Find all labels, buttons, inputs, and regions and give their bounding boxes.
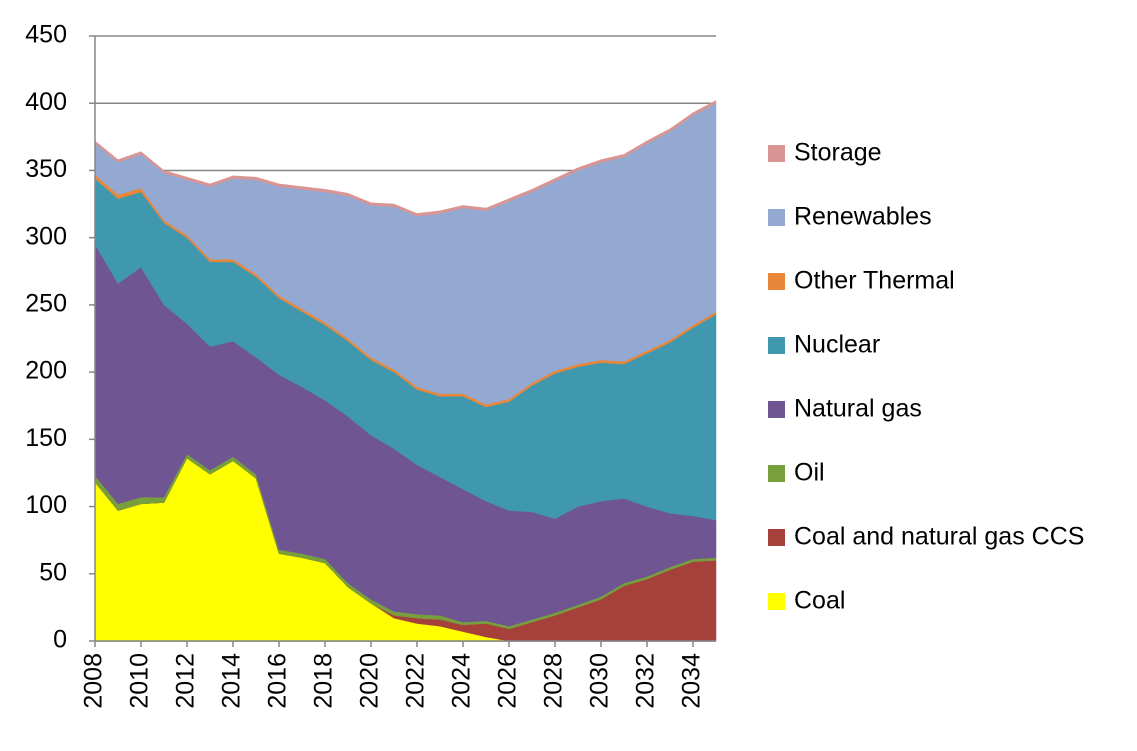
x-tick-label: 2026 (494, 653, 522, 709)
legend-label: Natural gas (794, 395, 922, 423)
legend-swatch (768, 337, 785, 354)
y-tick-label: 400 (25, 88, 67, 116)
legend-swatch (768, 401, 785, 418)
legend-swatch (768, 593, 785, 610)
x-tick-label: 2024 (448, 653, 476, 709)
legend-label: Other Thermal (794, 267, 955, 295)
x-tick-label: 2034 (678, 653, 706, 709)
x-tick-label: 2012 (172, 653, 200, 709)
x-tick-label: 2018 (310, 653, 338, 709)
x-tick-label: 2020 (356, 653, 384, 709)
y-tick-label: 250 (25, 289, 67, 317)
legend-label: Renewables (794, 203, 932, 231)
legend-label: Coal (794, 587, 845, 615)
legend-label: Oil (794, 459, 825, 487)
y-tick-label: 450 (25, 21, 67, 49)
x-tick-label: 2014 (218, 653, 246, 709)
x-tick-label: 2010 (126, 653, 154, 709)
y-tick-label: 50 (39, 558, 67, 586)
legend-label: Coal and natural gas CCS (794, 523, 1084, 551)
area (94, 100, 717, 217)
legend-swatch (768, 145, 785, 162)
y-tick-label: 350 (25, 155, 67, 183)
legend-swatch (768, 273, 785, 290)
x-tick-label: 2016 (264, 653, 292, 709)
legend-swatch (768, 529, 785, 546)
y-tick-label: 300 (25, 222, 67, 250)
legend-swatch (768, 209, 785, 226)
y-tick-label: 200 (25, 357, 67, 385)
x-tick-label: 2008 (80, 653, 108, 709)
legend-label: Storage (794, 139, 882, 167)
y-tick-label: 100 (25, 491, 67, 519)
x-tick-label: 2032 (632, 653, 660, 709)
legend-swatch (768, 465, 785, 482)
x-tick-label: 2030 (586, 653, 614, 709)
x-tick-label: 2022 (402, 653, 430, 709)
x-tick-label: 2028 (540, 653, 568, 709)
y-tick-label: 150 (25, 424, 67, 452)
y-tick-label: 0 (53, 626, 67, 654)
legend-label: Nuclear (794, 331, 880, 359)
